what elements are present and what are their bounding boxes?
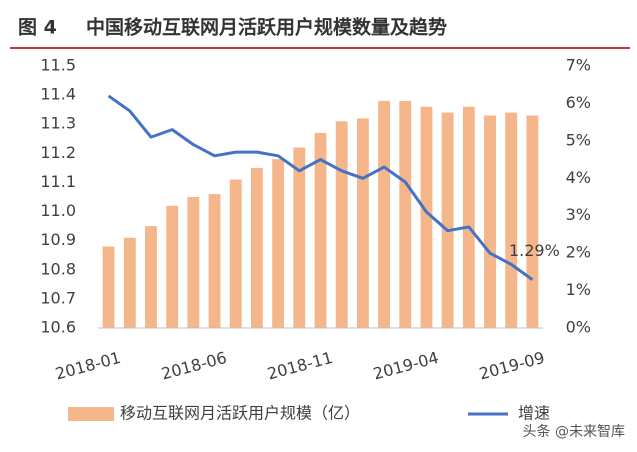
y-tick-label: 11.3 (40, 114, 76, 133)
bar (378, 100, 391, 328)
bar (335, 121, 348, 328)
data-label: 1.29% (509, 241, 560, 260)
y2-tick-label: 3% (566, 205, 591, 224)
y2-tick-label: 4% (566, 168, 591, 187)
y2-tick-label: 0% (566, 318, 591, 337)
bar (462, 106, 475, 328)
bar (102, 246, 115, 328)
figure-label: 图 4 (18, 17, 57, 39)
bar (229, 179, 242, 328)
y-tick-label: 10.6 (40, 318, 76, 337)
y-tick-label: 11.5 (40, 56, 76, 75)
bar (166, 205, 179, 328)
bar (208, 194, 221, 328)
y-tick-label: 10.7 (40, 288, 76, 307)
bar (356, 118, 369, 329)
bar (399, 100, 412, 328)
bar (250, 167, 263, 328)
y-tick-label: 11.4 (40, 85, 76, 104)
bar (420, 106, 433, 328)
bar (484, 115, 496, 328)
y2-tick-label: 6% (566, 93, 591, 112)
bar (123, 237, 136, 328)
y2-tick-label: 1% (566, 280, 591, 299)
bar (441, 112, 454, 328)
bar (187, 197, 200, 328)
bar (505, 112, 518, 328)
y-tick-label: 10.8 (40, 259, 76, 278)
y-tick-label: 11.2 (40, 143, 76, 162)
legend-label: 增速 (518, 404, 550, 423)
y2-tick-label: 7% (566, 56, 591, 75)
bar (314, 132, 327, 328)
watermark: 头条 @未来智库 (523, 423, 625, 440)
y-tick-label: 10.9 (40, 230, 76, 249)
line (107, 94, 534, 281)
bar (272, 159, 285, 328)
y2-tick-label: 2% (566, 243, 591, 262)
bar (526, 115, 539, 328)
chart-title: 中国移动互联网月活跃用户规模数量及趋势 (86, 16, 447, 39)
y-tick-label: 11.0 (40, 201, 76, 220)
y-tick-label: 11.1 (40, 172, 76, 191)
bar (293, 147, 306, 328)
bar (145, 226, 157, 328)
y2-tick-label: 5% (566, 130, 591, 149)
legend-swatch (68, 407, 114, 421)
legend-label: 移动互联网月活跃用户规模（亿） (120, 404, 360, 423)
